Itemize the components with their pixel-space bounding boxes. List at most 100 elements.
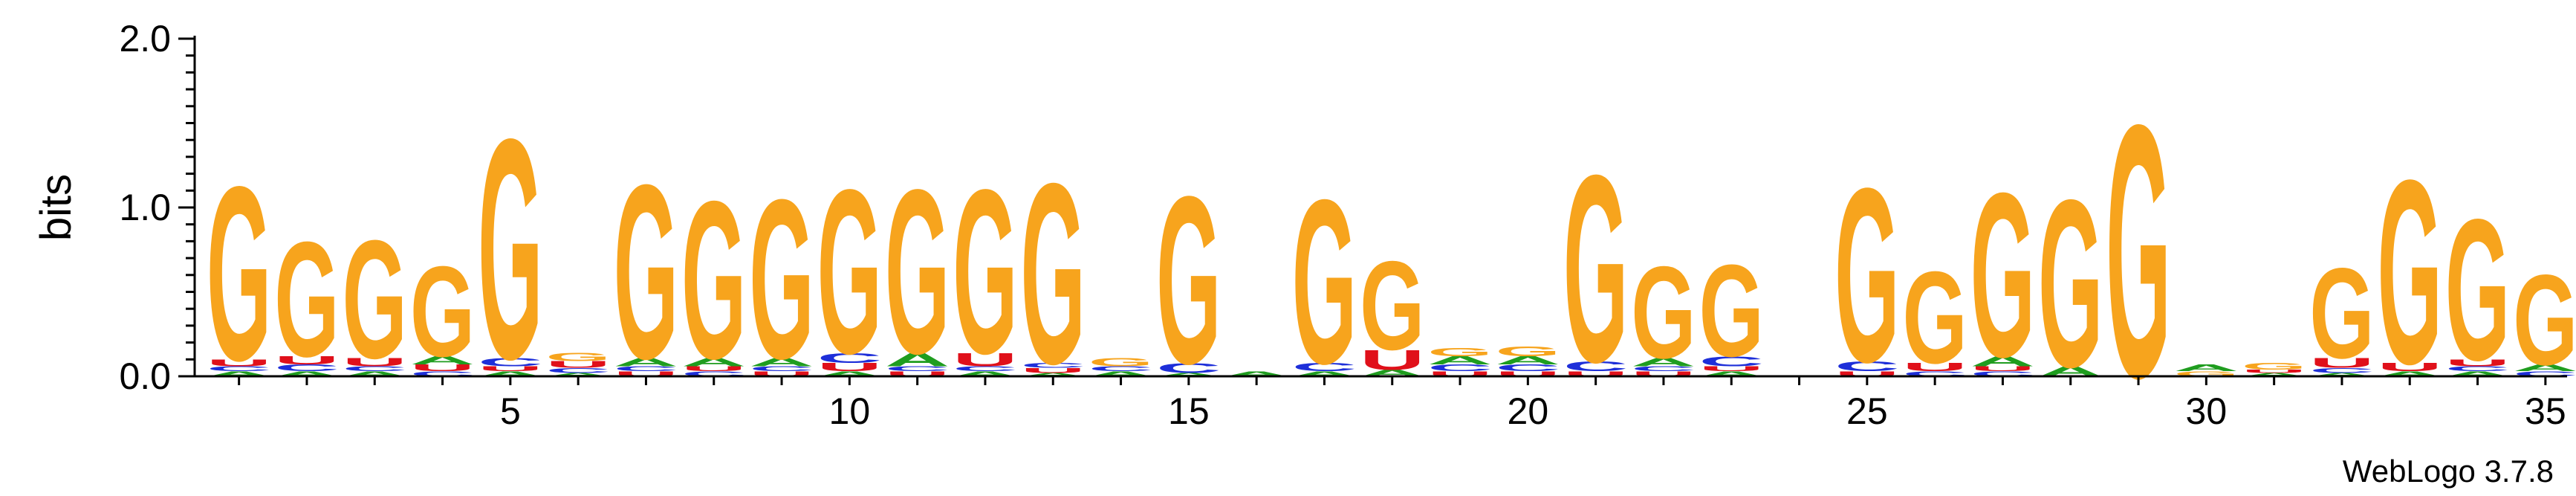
logo-letter-A-pos4: A bbox=[410, 354, 475, 367]
logo-letter-C-pos2: C bbox=[274, 363, 339, 373]
logo-letter-C-pos26: C bbox=[1903, 370, 1967, 379]
logo-letter-A-pos5: A bbox=[478, 370, 542, 379]
logo-letter-U-pos7: U bbox=[614, 370, 678, 379]
logo-letter-U-pos22: U bbox=[1631, 370, 1696, 379]
y-axis-label: bits bbox=[32, 174, 80, 241]
y-tick-label: 1.0 bbox=[119, 187, 171, 228]
logo-letter-G-pos18: G bbox=[1360, 235, 1424, 376]
logo-letter-A-pos8: A bbox=[681, 355, 746, 369]
logo-letter-U-pos32: U bbox=[2309, 355, 2374, 371]
logo-letter-G-pos9: G bbox=[749, 152, 814, 406]
logo-letter-C-pos11: C bbox=[885, 365, 950, 373]
logo-letter-G-pos2: G bbox=[274, 208, 339, 391]
logo-letter-G-pos10: G bbox=[817, 140, 882, 402]
logo-letter-A-pos14: A bbox=[1089, 370, 1153, 379]
y-tick-label: 2.0 bbox=[119, 18, 171, 59]
logo-letter-C-pos20: C bbox=[1496, 363, 1560, 373]
weblogo-version-label: WebLogo 3.7.8 bbox=[2342, 454, 2554, 489]
logo-letter-U-pos13: U bbox=[1021, 367, 1086, 375]
logo-letter-A-pos33: A bbox=[2378, 370, 2442, 379]
logo-letter-A-pos3: A bbox=[343, 370, 407, 379]
logo-letter-A-pos11: A bbox=[885, 350, 950, 370]
logo-letter-U-pos5: U bbox=[478, 365, 542, 373]
logo-letter-C-pos8: C bbox=[681, 370, 746, 379]
logo-letter-A-pos13: A bbox=[1021, 372, 1086, 377]
logo-letter-G-pos35: G bbox=[2513, 248, 2576, 392]
logo-letter-C-pos17: C bbox=[1292, 361, 1357, 374]
logo-letter-G-pos12: G bbox=[953, 140, 1017, 402]
logo-letter-C-pos7: C bbox=[614, 365, 678, 373]
logo-letter-G-pos8: G bbox=[681, 154, 746, 405]
logo-letter-G-pos14: G bbox=[1089, 355, 1153, 369]
logo-letter-U-pos31: U bbox=[2242, 369, 2306, 374]
logo-letter-A-pos20: A bbox=[1496, 354, 1560, 367]
x-tick-label: 5 bbox=[500, 390, 521, 432]
logo-letter-U-pos9: U bbox=[749, 370, 814, 379]
logo-letter-G-pos13: G bbox=[1021, 130, 1086, 418]
logo-letter-C-pos10: C bbox=[817, 350, 882, 366]
logo-letter-A-pos2: A bbox=[274, 370, 339, 379]
logo-letter-C-pos35: C bbox=[2513, 370, 2576, 379]
logo-letter-G-pos17: G bbox=[1292, 150, 1357, 413]
logo-letter-U-pos12: U bbox=[953, 350, 1017, 370]
logo-letter-G-pos25: G bbox=[1834, 138, 1899, 415]
logo-letter-A-pos32: A bbox=[2309, 372, 2374, 377]
logo-letter-G-pos3: G bbox=[343, 206, 407, 395]
x-tick-label: 30 bbox=[2186, 390, 2228, 432]
logo-letter-A-pos23: A bbox=[1699, 370, 1764, 379]
logo-letter-U-pos19: U bbox=[1427, 370, 1492, 379]
logo-letter-U-pos6: U bbox=[546, 359, 611, 370]
logo-letter-A-pos15: A bbox=[1156, 372, 1221, 377]
logo-letter-G-pos7: G bbox=[614, 134, 678, 411]
logo-letter-U-pos11: U bbox=[885, 370, 950, 379]
logo-letter-A-pos1: A bbox=[207, 370, 271, 379]
logo-letter-G-pos33: G bbox=[2378, 125, 2442, 419]
logo-letter-G-pos34: G bbox=[2445, 178, 2510, 403]
logo-letter-G-pos6: G bbox=[546, 350, 611, 364]
logo-letter-G-pos30: G bbox=[2174, 370, 2239, 379]
logo-letter-A-pos7: A bbox=[614, 355, 678, 369]
logo-letter-G-pos4: G bbox=[410, 239, 475, 384]
logo-letter-C-pos25: C bbox=[1834, 358, 1899, 374]
logo-letter-U-pos25: U bbox=[1834, 370, 1899, 379]
logo-letter-G-pos1: G bbox=[207, 136, 271, 413]
logo-letter-A-pos35: A bbox=[2513, 363, 2576, 373]
logo-letter-A-pos30: A bbox=[2174, 363, 2239, 373]
x-tick-label: 20 bbox=[1508, 390, 1549, 432]
logo-letter-C-pos9: C bbox=[749, 365, 814, 373]
x-tick-label: 25 bbox=[1846, 390, 1888, 432]
logo-letter-U-pos8: U bbox=[681, 365, 746, 373]
logo-letter-A-pos9: A bbox=[749, 355, 814, 369]
logo-letter-C-pos14: C bbox=[1089, 365, 1153, 373]
logo-letter-G-pos5: G bbox=[478, 74, 542, 425]
logo-letter-G-pos27: G bbox=[1970, 144, 2035, 406]
logo-letter-U-pos3: U bbox=[343, 355, 407, 369]
logo-letter-C-pos21: C bbox=[1563, 358, 1628, 374]
logo-letter-U-pos26: U bbox=[1903, 361, 1967, 374]
logo-letter-C-pos1: C bbox=[207, 365, 271, 373]
logo-letter-A-pos22: A bbox=[1631, 355, 1696, 369]
logo-letter-U-pos18: U bbox=[1360, 344, 1424, 376]
logo-letter-A-pos34: A bbox=[2445, 370, 2510, 379]
logo-letter-G-pos28: G bbox=[2038, 150, 2103, 417]
logo-letter-C-pos22: C bbox=[1631, 365, 1696, 373]
logo-letter-C-pos32: C bbox=[2309, 367, 2374, 375]
logo-letter-U-pos33: U bbox=[2378, 361, 2442, 374]
logo-letter-G-pos11: G bbox=[885, 140, 950, 402]
y-tick-label: 0.0 bbox=[119, 355, 171, 397]
logo-letter-U-pos1: U bbox=[207, 358, 271, 368]
logo-letter-A-pos6: A bbox=[546, 372, 611, 377]
x-tick-label: 35 bbox=[2525, 390, 2566, 432]
logo-letter-U-pos4: U bbox=[410, 363, 475, 373]
logo-letter-A-pos19: A bbox=[1427, 354, 1492, 367]
logo-letter-U-pos27: U bbox=[1970, 365, 2035, 373]
logo-letter-U-pos20: U bbox=[1496, 370, 1560, 379]
logo-letter-G-pos31: G bbox=[2242, 361, 2306, 372]
logo-letter-C-pos34: C bbox=[2445, 365, 2510, 373]
logo-axes: 0.0 1.0 2.0 bits 5 10 15 20 25 30 35 bbox=[32, 18, 2567, 432]
logo-letter-A-pos17: A bbox=[1292, 370, 1357, 379]
logo-letter-G-pos26: G bbox=[1903, 245, 1967, 391]
logo-letter-C-pos19: C bbox=[1427, 363, 1492, 373]
x-tick-label: 10 bbox=[829, 390, 871, 432]
